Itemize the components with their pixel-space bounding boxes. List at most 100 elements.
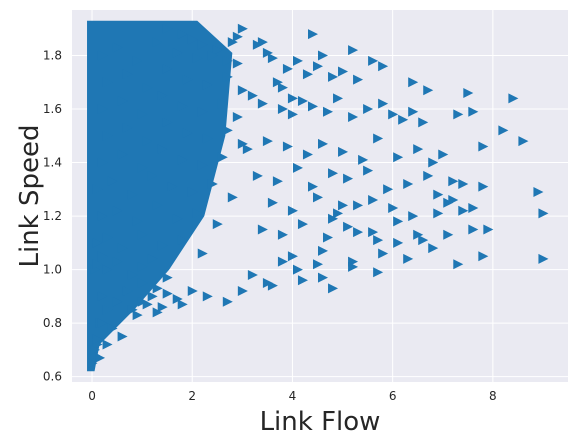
scatter-point (97, 104, 108, 115)
scatter-point (463, 87, 474, 98)
scatter-point (297, 95, 308, 106)
scatter-point (428, 157, 439, 168)
scatter-point (287, 251, 298, 262)
scatter-point (287, 109, 298, 120)
scatter-point (262, 136, 273, 147)
scatter-point (533, 186, 544, 197)
scatter-point (167, 181, 178, 192)
scatter-point (257, 224, 268, 235)
scatter-point (157, 144, 168, 155)
scatter-point (468, 203, 479, 214)
scatter-point (177, 299, 188, 310)
scatter-point (388, 203, 399, 214)
scatter-point (127, 304, 138, 315)
scatter-point (408, 211, 419, 222)
scatter-point (378, 248, 389, 259)
scatter-point (373, 133, 384, 144)
scatter-point (232, 112, 243, 123)
scatter-point (277, 82, 288, 93)
scatter-point (182, 74, 193, 85)
scatter-point (242, 144, 253, 155)
data-points (87, 23, 549, 369)
scatter-point (162, 23, 173, 34)
scatter-point (378, 98, 389, 109)
scatter-point (393, 216, 404, 227)
scatter-point (207, 50, 218, 61)
scatter-point (97, 318, 108, 329)
scatter-point (192, 208, 203, 219)
scatter-point (393, 237, 404, 248)
scatter-point (137, 162, 148, 173)
scatter-point (388, 109, 399, 120)
scatter-point (202, 291, 213, 302)
scatter-point (172, 294, 183, 305)
scatter-point (92, 237, 103, 248)
scatter-point (127, 189, 138, 200)
scatter-point (348, 261, 359, 272)
scatter-point (348, 112, 359, 123)
scatter-point (328, 213, 339, 224)
scatter-point (408, 106, 419, 117)
scatter-point (483, 224, 494, 235)
x-tick-labels: 0 2 4 6 8 (88, 389, 496, 403)
scatter-point (227, 37, 238, 48)
scatter-point (333, 208, 344, 219)
scatter-point (162, 288, 173, 299)
scatter-point (408, 77, 419, 88)
scatter-point (97, 50, 108, 61)
scatter-point (112, 256, 123, 267)
scatter-point (403, 178, 414, 189)
scatter-point (177, 154, 188, 165)
scatter-point (137, 109, 148, 120)
scatter-point (282, 63, 293, 74)
scatter-point (368, 55, 379, 66)
scatter-point (217, 98, 228, 109)
dense-cluster (87, 20, 233, 372)
scatter-point (172, 213, 183, 224)
scatter-point (237, 286, 248, 297)
scatter-point (398, 114, 409, 125)
scatter-point (197, 160, 208, 171)
scatter-point (368, 227, 379, 238)
scatter-point (338, 146, 349, 157)
scatter-point (458, 178, 469, 189)
scatter-point (478, 181, 489, 192)
scatter-point (292, 264, 303, 275)
scatter-point (453, 259, 464, 270)
scatter-point (252, 170, 263, 181)
scatter-point (267, 53, 278, 64)
scatter-point (137, 261, 148, 272)
y-tick-label: 1.2 (43, 209, 62, 223)
scatter-point (187, 34, 198, 45)
scatter-point (102, 264, 113, 275)
scatter-point (333, 93, 344, 104)
scatter-point (142, 136, 153, 147)
scatter-point (107, 323, 118, 334)
scatter-point (102, 304, 113, 315)
scatter-point (302, 69, 313, 80)
scatter-point (498, 125, 509, 136)
scatter-point (328, 283, 339, 294)
scatter-point (102, 339, 113, 350)
scatter-point (152, 283, 163, 294)
scatter-point (97, 251, 108, 262)
scatter-point (277, 229, 288, 240)
scatter-point (312, 61, 323, 72)
scatter-point (448, 176, 459, 187)
scatter-point (307, 101, 318, 112)
scatter-point (343, 173, 354, 184)
scatter-point (307, 29, 318, 40)
scatter-point (292, 162, 303, 173)
scatter-point (418, 117, 429, 128)
scatter-point (117, 95, 128, 106)
scatter-point (102, 77, 113, 88)
scatter-point (182, 128, 193, 139)
scatter-point (468, 224, 479, 235)
scatter-point (197, 248, 208, 259)
scatter-point (448, 195, 459, 206)
scatter-point (318, 245, 329, 256)
y-tick-label: 0.6 (43, 370, 62, 384)
scatter-point (277, 104, 288, 115)
scatter-point (152, 37, 163, 48)
scatter-point (538, 253, 549, 264)
